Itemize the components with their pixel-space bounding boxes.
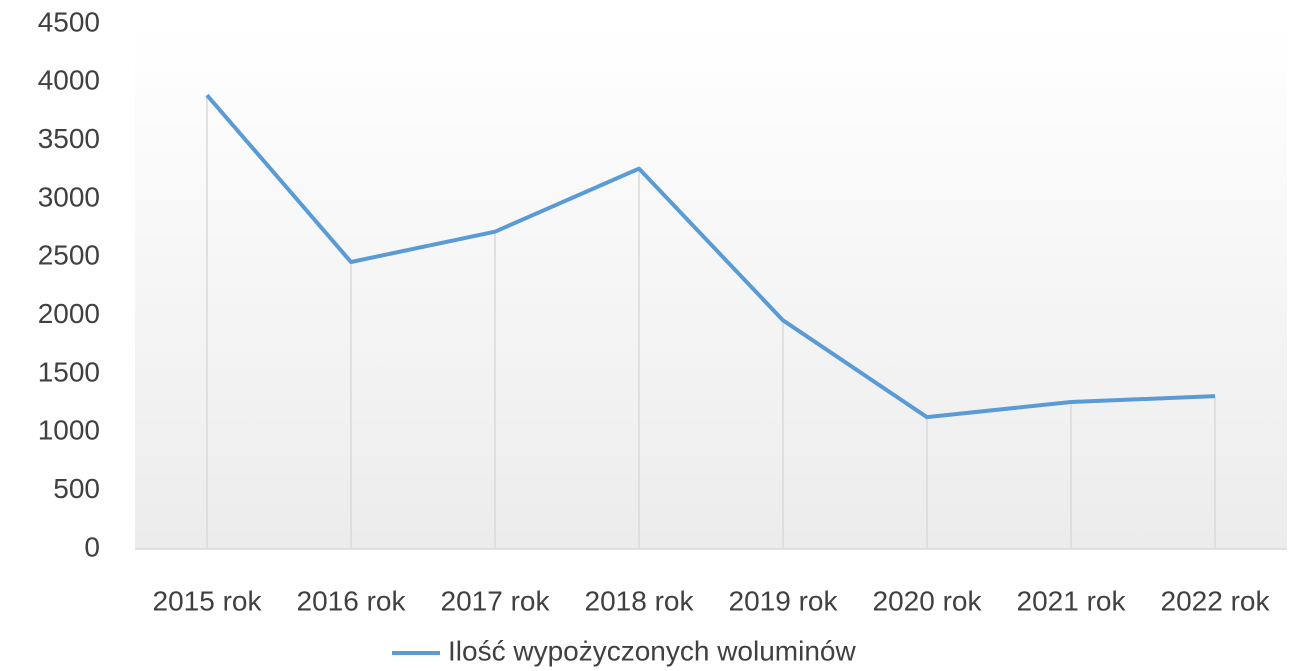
x-tick-label: 2017 rok (441, 585, 551, 616)
x-tick-label: 2018 rok (585, 585, 695, 616)
y-tick-label: 4000 (38, 65, 100, 96)
x-tick-label: 2022 rok (1161, 585, 1271, 616)
y-tick-label: 500 (53, 473, 100, 504)
x-tick-label: 2020 rok (873, 585, 983, 616)
x-tick-label: 2016 rok (297, 585, 407, 616)
y-tick-label: 4500 (38, 6, 100, 37)
y-tick-label: 3000 (38, 181, 100, 212)
y-tick-label: 0 (84, 531, 100, 562)
y-tick-label: 1500 (38, 356, 100, 387)
x-tick-label: 2015 rok (153, 585, 263, 616)
y-tick-label: 2500 (38, 240, 100, 271)
y-tick-label: 3500 (38, 123, 100, 154)
plot-area (135, 24, 1287, 549)
y-tick-label: 2000 (38, 298, 100, 329)
y-tick-label: 1000 (38, 415, 100, 446)
x-tick-label: 2021 rok (1017, 585, 1127, 616)
series-line (205, 93, 1216, 420)
legend-label: Ilość wypożyczonych woluminów (448, 635, 856, 666)
x-tick-label: 2019 rok (729, 585, 839, 616)
